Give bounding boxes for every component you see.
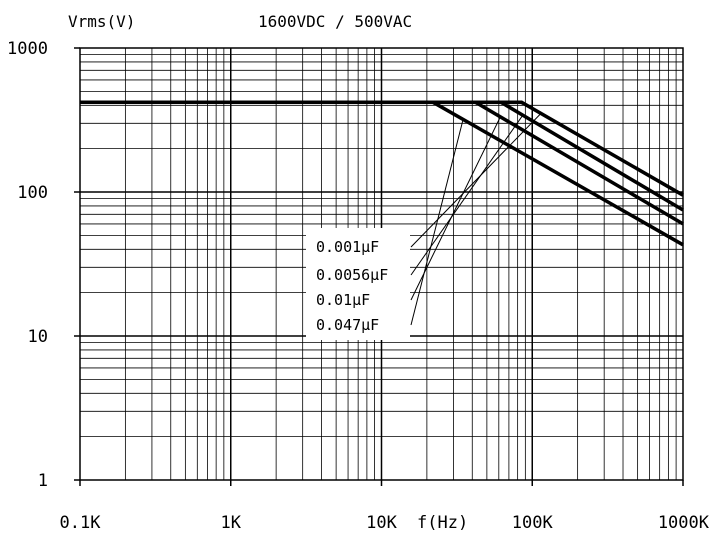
legend-label: 0.001μF xyxy=(316,238,379,256)
leader-line xyxy=(410,113,542,248)
chart-title: 1600VDC / 500VAC xyxy=(258,12,412,31)
series-line xyxy=(80,100,684,247)
plot-frame xyxy=(79,47,684,481)
series-lines xyxy=(80,100,684,247)
legend-box xyxy=(306,228,410,340)
y-tick-label: 100 xyxy=(17,183,48,203)
legend: 0.001μF 0.0056μF 0.01μF 0.047μF xyxy=(316,238,388,334)
y-tick-labels: 1 10 100 1000 xyxy=(7,39,48,491)
y-axis-label: Vrms(V) xyxy=(68,12,135,31)
y-tick-label: 1 xyxy=(38,471,48,491)
x-tick-label: 10K xyxy=(366,513,397,533)
leader-line xyxy=(410,114,524,276)
leader-line xyxy=(410,116,501,301)
x-axis-label: f(Hz) xyxy=(417,513,468,533)
x-tick-label: 1000K xyxy=(658,513,710,533)
legend-label: 0.047μF xyxy=(316,316,379,334)
legend-label: 0.01μF xyxy=(316,291,370,309)
x-tick-labels: 0.1K 1K 10K 100K 1000K xyxy=(60,513,710,533)
x-tick-label: 100K xyxy=(512,513,554,533)
x-tick-label: 0.1K xyxy=(60,513,102,533)
grid xyxy=(74,47,684,486)
y-tick-label: 1000 xyxy=(7,39,48,59)
legend-label: 0.0056μF xyxy=(316,266,388,284)
leader-line xyxy=(410,119,464,326)
x-tick-label: 1K xyxy=(221,513,242,533)
leader-lines xyxy=(410,113,542,326)
y-tick-label: 10 xyxy=(28,327,48,347)
